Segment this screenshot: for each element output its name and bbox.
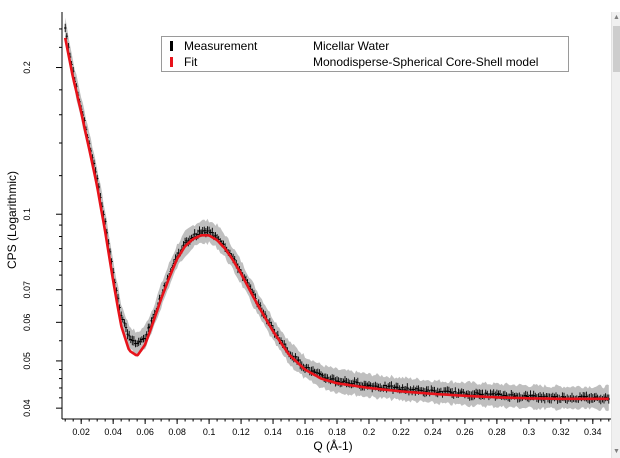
y-tick-label: 0.1 [22,208,32,221]
y-tick-label: 0.05 [22,352,32,370]
x-tick-label: 0.2 [363,427,376,437]
x-tick-label: 0.1 [203,427,216,437]
legend-swatch-fit [170,57,173,67]
vertical-scrollbar[interactable]: ▲ ▼ [611,12,620,458]
legend-entry-fit: Fit Monodisperse-Spherical Core-Shell mo… [162,54,568,70]
y-tick-label: 0.07 [22,281,32,299]
scroll-thumb[interactable] [613,26,620,72]
x-tick-label: 0.24 [424,427,442,437]
x-tick-label: 0.26 [456,427,474,437]
legend: Measurement Micellar Water Fit Monodispe… [161,36,569,72]
x-tick-label: 0.12 [232,427,250,437]
x-tick-label: 0.06 [136,427,154,437]
x-tick-label: 0.04 [104,427,122,437]
legend-label-fit: Fit [184,55,198,69]
x-ticks: 0.02 0.04 0.06 0.08 0.1 0.12 0.14 0.16 0.18 0.2 0.… [64,419,610,437]
fit-layer [63,37,609,401]
x-tick-label: 0.18 [328,427,346,437]
x-tick-label: 0.08 [168,427,186,437]
legend-label-measurement: Measurement [184,39,258,53]
y-tick-label: 0.2 [22,61,32,74]
x-tick-label: 0.32 [552,427,570,437]
legend-desc-measurement: Micellar Water [313,39,390,53]
x-tick-label: 0.3 [523,427,536,437]
legend-swatch-measurement [170,41,173,51]
y-tick-label: 0.06 [22,314,32,332]
x-tick-label: 0.16 [296,427,314,437]
x-tick-label: 0.02 [72,427,90,437]
fit-series [63,37,609,401]
x-tick-label: 0.28 [488,427,506,437]
plot-area [62,12,612,419]
x-tick-label: 0.22 [392,427,410,437]
scroll-down-arrow-icon[interactable]: ▼ [613,448,620,455]
x-tick-label: 0.34 [584,427,602,437]
y-axis-title: CPS (Logarithmic) [5,171,19,269]
y-tick-label: 0.04 [22,399,32,417]
x-tick-label: 0.14 [264,427,282,437]
x-axis-title: Q (Å-1) [313,438,352,453]
scroll-up-arrow-icon[interactable]: ▲ [613,14,620,21]
legend-entry-measurement: Measurement Micellar Water [162,38,568,54]
legend-desc-fit: Monodisperse-Spherical Core-Shell model [313,55,539,69]
y-ticks: 0.04 0.05 0.06 0.07 0.1 0.2 [22,28,62,417]
